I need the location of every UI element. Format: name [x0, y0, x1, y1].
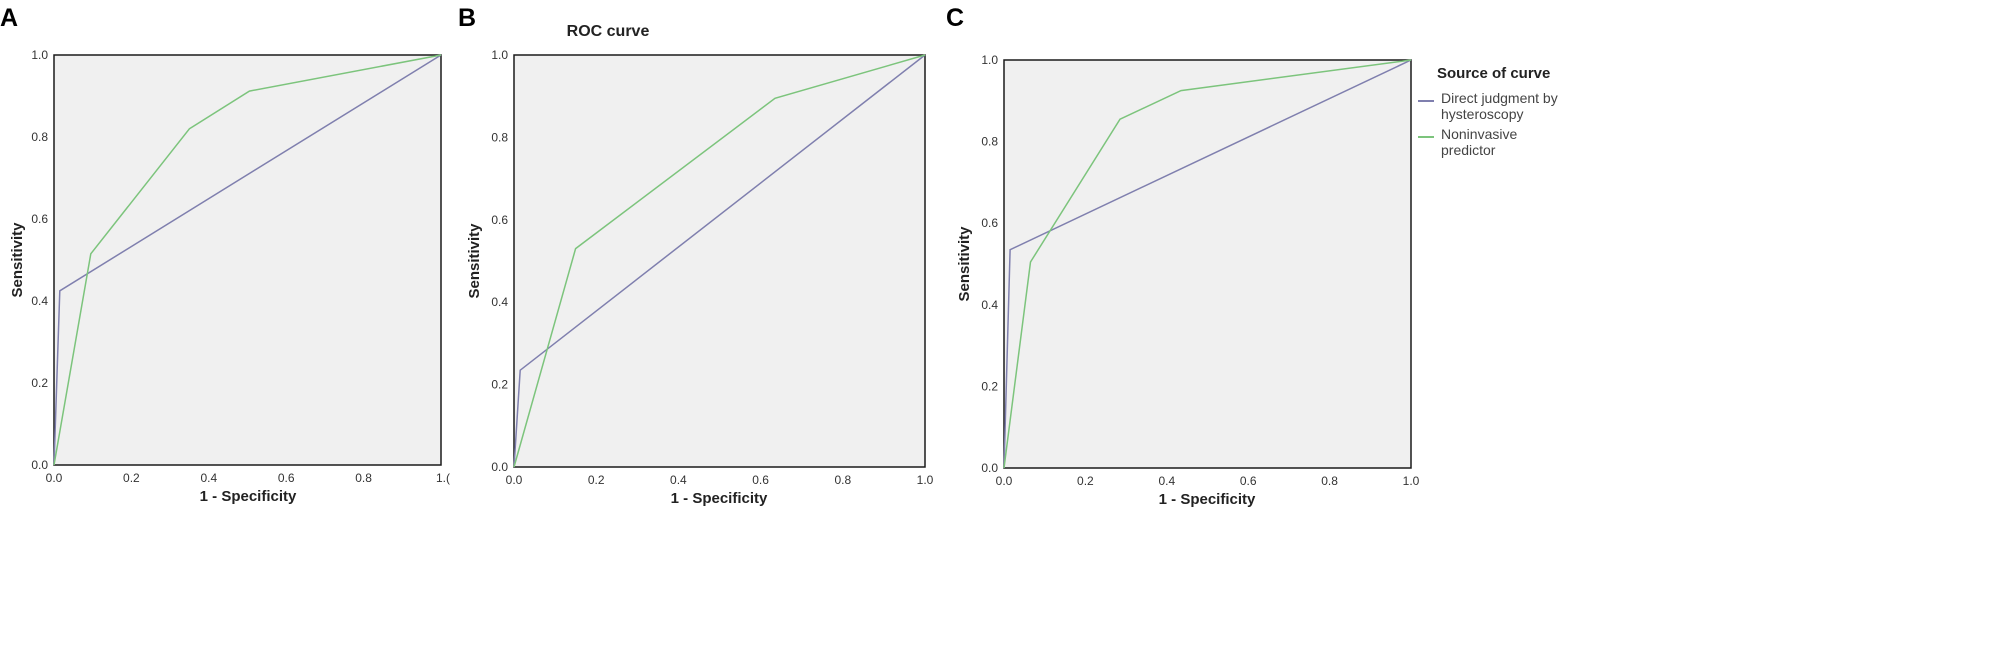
chart-title-b: ROC curve — [567, 23, 650, 40]
y-axis-a: 0.0 0.2 0.4 0.6 0.8 1.0 — [31, 48, 48, 472]
x-tick-label: 0.0 — [506, 473, 523, 487]
x-tick-label: 0.4 — [200, 471, 217, 485]
y-tick-label: 1.0 — [31, 48, 48, 62]
y-tick-label: 0.0 — [981, 461, 998, 475]
x-tick-label: 1.0 — [917, 473, 934, 487]
legend-label-reference-line2: hysteroscopy — [1441, 106, 1523, 122]
y-tick-label: 1.0 — [981, 53, 998, 67]
legend-label-reference-line1: Direct judgment by — [1441, 90, 1558, 106]
line-predictor-a — [53, 54, 442, 466]
y-tick-label: 1.0 — [491, 48, 508, 62]
y-tick-label: 0.6 — [491, 213, 508, 227]
x-tick-label: 0.2 — [1077, 474, 1094, 488]
y-tick-label: 0.4 — [981, 298, 998, 312]
y-tick-label: 0.4 — [491, 295, 508, 309]
x-tick-label: 0.0 — [46, 471, 63, 485]
x-tick-label: 0.2 — [123, 471, 140, 485]
line-predictor-b — [513, 54, 926, 468]
x-tick-label: 0.6 — [278, 471, 295, 485]
legend-label-predictor-line1: Noninvasive — [1441, 126, 1517, 142]
panel-b: B ROC curve 0.0 0.2 0.4 0.6 0.8 1.0 0.0 … — [458, 4, 934, 507]
x-tick-label: 0.4 — [670, 473, 687, 487]
line-reference-b — [513, 54, 926, 468]
x-tick-label: 1.0 — [1403, 474, 1420, 488]
y-tick-label: 0.0 — [31, 458, 48, 472]
panel-c: C 0.0 0.2 0.4 0.6 0.8 1.0 0.0 0.2 0.4 0.… — [946, 4, 1558, 508]
y-tick-label: 0.8 — [31, 130, 48, 144]
x-tick-label: 0.8 — [355, 471, 372, 485]
x-tick-label: 1.( — [436, 471, 450, 485]
panel-a: A 0.0 0.2 0.4 0.6 0.8 1.( 0.0 0.2 0.4 0.… — [0, 4, 450, 505]
line-reference-a — [53, 54, 442, 466]
y-tick-label: 0.2 — [31, 376, 48, 390]
y-axis-title-a: Sensitivity — [9, 222, 26, 298]
y-tick-label: 0.2 — [491, 378, 508, 392]
y-tick-label: 0.2 — [981, 379, 998, 393]
x-axis-title-a: 1 - Specificity — [200, 488, 297, 505]
legend-label-predictor-line2: predictor — [1441, 142, 1496, 158]
y-axis-title-c: Sensitivity — [956, 226, 973, 302]
x-tick-label: 0.8 — [1321, 474, 1338, 488]
x-tick-label: 0.0 — [996, 474, 1013, 488]
y-tick-label: 0.4 — [31, 294, 48, 308]
plot-area-b — [513, 54, 926, 468]
x-axis-a: 0.0 0.2 0.4 0.6 0.8 1.( — [46, 471, 450, 485]
x-tick-label: 0.6 — [1240, 474, 1257, 488]
line-predictor-c — [1003, 59, 1412, 469]
y-tick-label: 0.8 — [491, 130, 508, 144]
y-tick-label: 0.8 — [981, 135, 998, 149]
x-tick-label: 0.6 — [752, 473, 769, 487]
plot-area-a — [53, 54, 442, 466]
panel-label-b: B — [458, 4, 476, 32]
x-axis-title-c: 1 - Specificity — [1159, 491, 1256, 508]
y-axis-b: 0.0 0.2 0.4 0.6 0.8 1.0 — [491, 48, 508, 474]
y-tick-label: 0.6 — [981, 216, 998, 230]
line-reference-c — [1003, 59, 1412, 469]
x-tick-label: 0.4 — [1158, 474, 1175, 488]
y-axis-title-b: Sensitivity — [466, 223, 483, 299]
panel-label-c: C — [946, 4, 964, 32]
x-axis-c: 0.0 0.2 0.4 0.6 0.8 1.0 — [996, 474, 1420, 488]
panel-label-a: A — [0, 4, 18, 32]
plot-area-c — [1003, 59, 1412, 469]
x-tick-label: 0.8 — [834, 473, 851, 487]
y-axis-c: 0.0 0.2 0.4 0.6 0.8 1.0 — [981, 53, 998, 475]
legend-title: Source of curve — [1437, 65, 1550, 82]
y-tick-label: 0.0 — [491, 460, 508, 474]
x-axis-title-b: 1 - Specificity — [671, 490, 768, 507]
x-axis-b: 0.0 0.2 0.4 0.6 0.8 1.0 — [506, 473, 934, 487]
y-tick-label: 0.6 — [31, 212, 48, 226]
x-tick-label: 0.2 — [588, 473, 605, 487]
legend: Source of curve Direct judgment by hyste… — [1418, 65, 1558, 158]
